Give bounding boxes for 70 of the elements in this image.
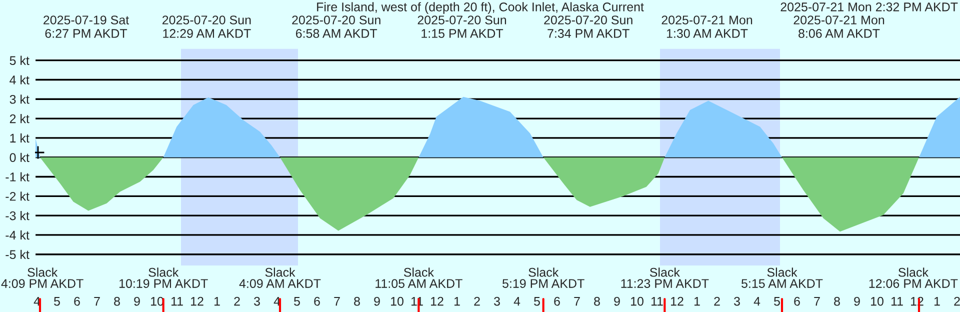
- x-tick-label: 6: [314, 296, 320, 306]
- text: 2025-07-21 Mon 2:32 PM AKDT: [780, 2, 958, 12]
- x-tick-label: 9: [134, 296, 140, 306]
- x2-tick-label: 2025-07-20 Sun 1:15 PM AKDT: [418, 16, 506, 38]
- x-tick-label: 12: [191, 296, 204, 306]
- ref-line-label: Slack 10:19 PM AKDT: [119, 268, 208, 288]
- x-tick-label: 10: [871, 296, 884, 306]
- x-tick-label: 5: [534, 297, 540, 306]
- y-tick-label: 4 kt: [10, 75, 30, 84]
- x2-tick-label: 2025-07-19 Sat 6:27 PM AKDT: [44, 16, 129, 38]
- y-tick-label: 0 kt: [10, 152, 30, 162]
- y-tick-label: 3 kt: [10, 94, 30, 104]
- ref-line-label: Slack 11:05 AM AKDT: [376, 268, 462, 288]
- x-tick-label: 2: [714, 296, 720, 306]
- x-tick-label: 1: [454, 297, 460, 306]
- y-tick-label: -1 kt: [6, 172, 30, 182]
- x-tick-label: 8: [834, 296, 840, 306]
- x2-tick-label: 2025-07-20 Sun 7:34 PM AKDT: [544, 16, 632, 38]
- x-tick-label: 1: [214, 297, 220, 306]
- x-tick-label: 3: [494, 296, 500, 306]
- ref-line-label: Slack 12:06 PM AKDT: [869, 268, 958, 288]
- x-tick-label: 10: [391, 296, 404, 306]
- chart-title: Fire Island, west of (depth 20 ft), Cook Inlet, Alaska Current: [317, 2, 644, 14]
- x-tick-label: 5: [294, 297, 300, 306]
- x-tick-label: 2: [234, 296, 240, 306]
- x-tick-label: 11: [891, 297, 903, 306]
- y-tick-label: -3 kt: [6, 211, 30, 220]
- y-tick-label: 2 kt: [10, 114, 30, 124]
- y-tick-label: 1 kt: [10, 133, 30, 143]
- y-tick-label: -4 kt: [6, 230, 30, 240]
- x-tick-label: 11: [171, 297, 183, 306]
- x-tick-label: 5: [54, 297, 60, 306]
- ref-line-label: Slack 5:19 PM AKDT: [502, 268, 584, 288]
- x-tick-label: 6: [554, 296, 560, 306]
- x-tick-label: 9: [374, 296, 380, 306]
- x-tick-label: 6: [794, 296, 800, 306]
- x-tick-label: 9: [854, 296, 860, 306]
- x-tick-label: 8: [114, 296, 120, 306]
- x-tick-label: 10: [631, 296, 644, 306]
- ref-line-label: Slack 4:09 PM AKDT: [1, 268, 84, 288]
- x-tick-label: 2: [474, 296, 480, 306]
- x-tick-label: 1: [934, 297, 940, 306]
- ref-line-label: Slack 5:15 AM AKDT: [742, 268, 823, 288]
- x-tick-label: 12: [431, 296, 444, 306]
- x-tick-label: 1: [694, 297, 700, 306]
- x-tick-label: 9: [614, 296, 620, 306]
- x-tick-label: 4: [514, 297, 520, 306]
- ref-line-label: Slack 11:23 PM AKDT: [621, 268, 709, 288]
- x-tick-label: 6: [74, 296, 80, 306]
- x-tick-label: 12: [671, 296, 684, 306]
- x-tick-label: 11: [651, 297, 663, 306]
- y-tick-label: -2 kt: [6, 192, 30, 201]
- x-tick-label: 3: [734, 296, 740, 306]
- ref-line-label: Slack 4:09 AM AKDT: [239, 268, 321, 288]
- x-tick-label: 3: [254, 296, 260, 306]
- x-tick-label: 7: [94, 297, 100, 306]
- x-tick-label: 8: [354, 296, 360, 306]
- y-tick-label: -5 kt: [6, 250, 30, 260]
- x-tick-label: 7: [814, 297, 820, 306]
- x-tick-label: 8: [594, 296, 600, 306]
- x2-tick-label: 2025-07-20 Sun 6:58 AM AKDT: [292, 16, 380, 38]
- x-tick-label: 5: [774, 297, 780, 306]
- x-tick-label: 7: [334, 297, 340, 306]
- x2-tick-label: 2025-07-21 Mon 8:06 AM AKDT: [794, 16, 884, 38]
- y-tick-label: 5 kt: [10, 56, 30, 65]
- x2-tick-label: 2025-07-21 Mon 1:30 AM AKDT: [662, 16, 752, 38]
- x-tick-label: 7: [574, 297, 580, 306]
- x2-tick-label: 2025-07-20 Sun 12:29 AM AKDT: [162, 16, 251, 38]
- x-tick-label: 4: [754, 297, 760, 306]
- x-tick-label: 2: [954, 296, 960, 306]
